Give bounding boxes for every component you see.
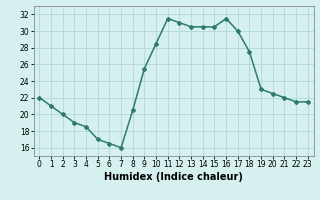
- X-axis label: Humidex (Indice chaleur): Humidex (Indice chaleur): [104, 172, 243, 182]
